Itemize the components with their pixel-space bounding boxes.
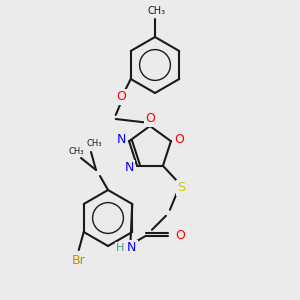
Text: H: H bbox=[116, 243, 124, 253]
Text: N: N bbox=[124, 161, 134, 174]
Text: O: O bbox=[174, 133, 184, 146]
Text: O: O bbox=[116, 91, 126, 103]
Text: O: O bbox=[175, 229, 185, 242]
Text: N: N bbox=[116, 133, 126, 146]
Text: N: N bbox=[127, 241, 136, 254]
Text: S: S bbox=[177, 181, 185, 194]
Text: CH₃: CH₃ bbox=[68, 148, 84, 157]
Text: CH₃: CH₃ bbox=[148, 6, 166, 16]
Text: Br: Br bbox=[72, 254, 86, 266]
Text: CH₃: CH₃ bbox=[86, 140, 102, 148]
Text: O: O bbox=[145, 112, 155, 125]
